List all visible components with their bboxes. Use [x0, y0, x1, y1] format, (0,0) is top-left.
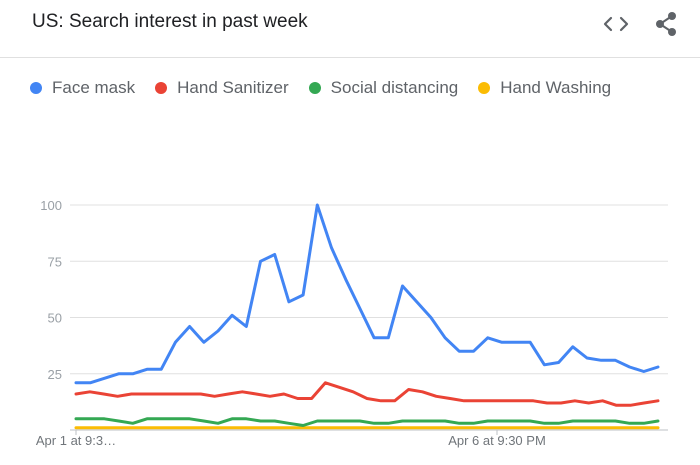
legend-label-hand-sanitizer: Hand Sanitizer: [177, 78, 289, 97]
embed-code-glyph: [603, 16, 629, 32]
legend-item-hand-sanitizer[interactable]: Hand Sanitizer: [155, 78, 289, 98]
embed-code-icon[interactable]: [600, 8, 632, 40]
legend-dot-social-distancing: [308, 82, 321, 94]
series-line-social-distancing: [74, 417, 660, 427]
legend-dot-face-mask: [30, 82, 42, 94]
card-header: US: Search interest in past week: [0, 0, 700, 58]
series-line-hand-sanitizer: [74, 381, 660, 407]
legend-item-hand-washing[interactable]: Hand Washing: [478, 78, 611, 98]
legend-label-hand-washing: Hand Washing: [500, 78, 612, 97]
y-tick-label-50: 50: [48, 311, 62, 326]
chart-title: US: Search interest in past week: [32, 11, 308, 32]
legend-dot-hand-sanitizer: [155, 82, 168, 94]
series-line-face-mask: [74, 203, 660, 385]
y-tick-label-100: 100: [40, 198, 62, 213]
x-tick-label-0: Apr 1 at 9:3…: [36, 433, 116, 448]
x-tick-label-1: Apr 6 at 9:30 PM: [448, 433, 546, 448]
legend-label-face-mask: Face mask: [52, 78, 136, 97]
y-tick-label-25: 25: [48, 367, 62, 382]
legend-label-social-distancing: Social distancing: [330, 78, 459, 97]
legend-dot-hand-washing: [478, 82, 491, 94]
legend-item-face-mask[interactable]: Face mask: [30, 78, 135, 98]
legend-item-social-distancing[interactable]: Social distancing: [308, 78, 459, 98]
share-glyph: [656, 12, 676, 36]
chart-legend: Face mask Hand Sanitizer Social distanci…: [30, 76, 631, 100]
y-tick-label-75: 75: [48, 254, 62, 269]
share-icon[interactable]: [650, 8, 682, 40]
